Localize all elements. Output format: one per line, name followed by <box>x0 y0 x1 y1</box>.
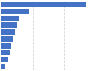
Bar <box>1 23 17 28</box>
Bar <box>1 9 29 14</box>
Bar <box>1 16 19 21</box>
Bar <box>1 29 15 35</box>
Bar <box>1 2 86 7</box>
Bar <box>1 57 8 62</box>
Bar <box>1 50 10 55</box>
Bar <box>1 64 5 69</box>
Bar <box>1 43 11 48</box>
Bar <box>1 36 13 42</box>
